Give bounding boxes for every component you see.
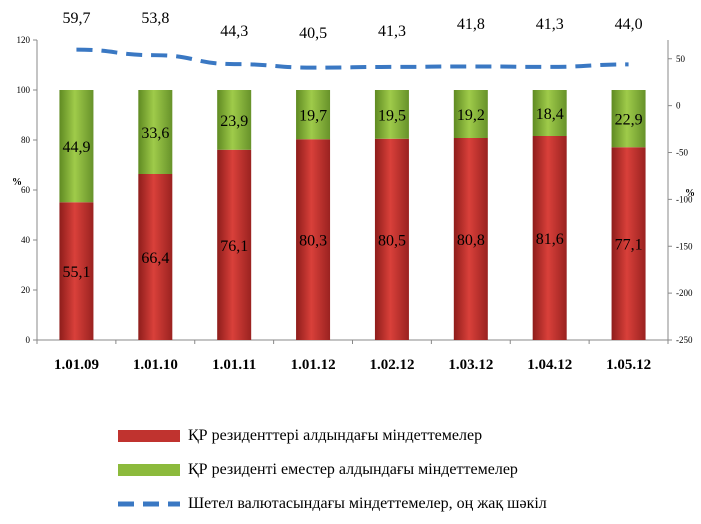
left-tick-label: 20 [21, 285, 31, 295]
legend-label-residents: ҚР резиденттері алдындағы міндеттемелер [188, 427, 483, 444]
left-tick-label: 40 [21, 235, 31, 245]
right-tick-label: 0 [676, 101, 681, 111]
data-label-residents: 76,1 [220, 238, 248, 255]
left-tick-label: 0 [26, 335, 31, 345]
line-foreign-currency [76, 47, 629, 70]
legend-label-foreign-currency: Шетел валютасындағы міндеттемелер, оң жа… [188, 495, 547, 512]
bar-nonresidents [611, 90, 646, 148]
legend-item-nonresidents: ҚР резиденті еместер алдындағы міндеттем… [118, 461, 518, 479]
left-tick-label: 100 [17, 85, 31, 95]
bar-residents [374, 138, 409, 340]
data-label-nonresidents: 44,9 [62, 139, 90, 156]
bar-nonresidents [217, 90, 252, 150]
x-tick-label: 1.01.10 [133, 357, 178, 373]
data-label-residents: 55,1 [62, 264, 90, 281]
data-label-nonresidents: 23,9 [220, 113, 248, 130]
bar-residents [59, 202, 94, 340]
data-label-foreign-currency: 41,3 [378, 23, 406, 40]
legend-swatch-dashed [118, 501, 180, 507]
x-tick-label: 1.03.12 [448, 357, 493, 373]
data-label-foreign-currency: 41,8 [457, 16, 485, 33]
data-label-nonresidents: 19,7 [299, 108, 327, 125]
data-label-foreign-currency: 44,3 [220, 23, 248, 40]
x-tick-label: 1.05.12 [606, 357, 651, 373]
data-label-foreign-currency: 53,8 [141, 10, 169, 27]
legend-label-nonresidents: ҚР резиденті еместер алдындағы міндеттем… [188, 461, 518, 478]
bar-nonresidents [59, 90, 94, 203]
right-tick-label: -50 [676, 148, 688, 158]
bar-nonresidents [374, 90, 409, 139]
bar-nonresidents [296, 90, 331, 140]
data-label-foreign-currency: 44,0 [615, 16, 643, 33]
bar-residents [138, 174, 173, 340]
data-label-residents: 66,4 [141, 250, 169, 267]
data-label-foreign-currency: 41,3 [536, 16, 564, 33]
data-label-residents: 81,6 [536, 231, 564, 248]
legend-item-residents: ҚР резиденттері алдындағы міндеттемелер [118, 427, 482, 445]
x-tick-label: 1.02.12 [369, 357, 414, 373]
right-tick-label: -250 [676, 335, 693, 345]
x-tick-label: 1.01.09 [54, 357, 99, 373]
x-tick-label: 1.01.11 [212, 357, 256, 373]
left-axis-label: % [12, 177, 22, 188]
data-label-nonresidents: 19,2 [457, 107, 485, 124]
bar-residents [611, 147, 646, 340]
bar-residents [296, 139, 331, 340]
bar-residents [532, 136, 567, 340]
bar-nonresidents [532, 90, 567, 136]
data-label-nonresidents: 19,5 [378, 107, 406, 124]
legend-swatch-green [118, 464, 180, 476]
right-tick-label: 50 [676, 54, 686, 64]
left-tick-label: 60 [21, 185, 31, 195]
data-label-nonresidents: 18,4 [536, 106, 564, 123]
x-tick-label: 1.01.12 [291, 357, 336, 373]
data-label-residents: 77,1 [615, 237, 643, 254]
right-axis-label: % [685, 188, 695, 199]
left-tick-label: 80 [21, 135, 31, 145]
data-label-residents: 80,5 [378, 232, 406, 249]
data-label-residents: 80,8 [457, 232, 485, 249]
bar-residents [453, 138, 488, 340]
data-label-nonresidents: 33,6 [141, 125, 169, 142]
bar-residents [217, 149, 252, 340]
data-label-nonresidents: 22,9 [615, 112, 643, 129]
right-tick-label: -200 [676, 288, 693, 298]
data-label-foreign-currency: 40,5 [299, 25, 327, 42]
x-tick-label: 1.04.12 [527, 357, 572, 373]
right-tick-label: -150 [676, 241, 693, 251]
legend-swatch-red [118, 430, 180, 442]
data-label-foreign-currency: 59,7 [62, 10, 90, 27]
legend-item-foreign-currency: Шетел валютасындағы міндеттемелер, оң жа… [118, 495, 547, 513]
right-tick-label: -100 [676, 194, 693, 204]
bar-nonresidents [138, 90, 173, 174]
data-label-residents: 80,3 [299, 233, 327, 250]
left-tick-label: 120 [17, 35, 31, 45]
bar-nonresidents [453, 90, 488, 138]
